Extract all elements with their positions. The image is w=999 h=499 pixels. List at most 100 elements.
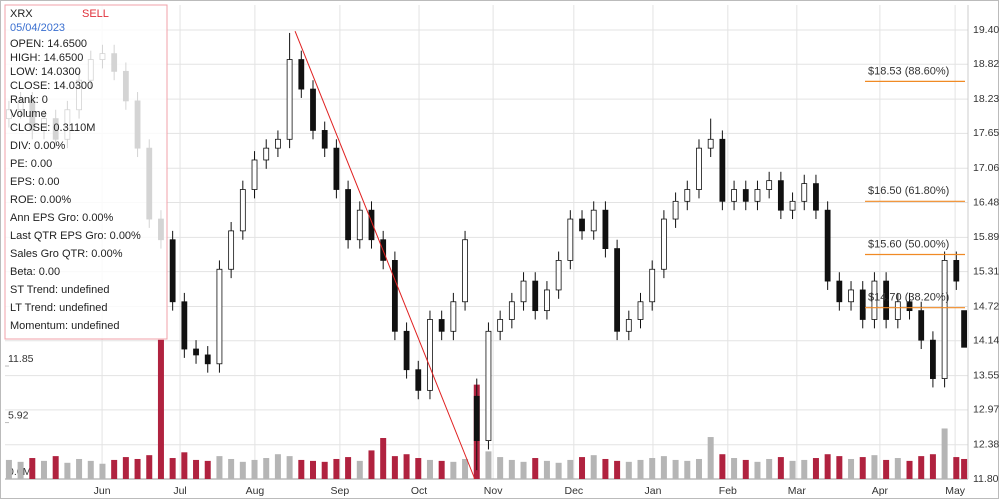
y-tick-label: 11.80 (973, 473, 999, 485)
volume-bar (742, 459, 749, 479)
x-tick-label: Jul (173, 485, 186, 497)
volume-bar (497, 457, 504, 479)
volume-bar (263, 458, 270, 479)
candle-body (579, 218, 585, 232)
volume-bar (391, 456, 398, 479)
x-tick-label: Dec (564, 485, 583, 497)
x-tick-label: Jan (645, 485, 662, 497)
volume-bar (508, 459, 515, 479)
volume-bar (462, 458, 469, 479)
candle-body (497, 319, 504, 332)
volume-bar (859, 457, 866, 479)
info-line: ST Trend: undefined (10, 284, 109, 296)
candle-body (368, 209, 375, 241)
x-tick-label: May (945, 485, 966, 497)
y-tick-label: 18.82 (973, 58, 999, 70)
volume-bar (403, 454, 410, 479)
y-tick-label: 13.55 (973, 369, 999, 381)
y-tick-label: 14.72 (973, 300, 999, 312)
candle-body (286, 59, 293, 140)
candle-body (731, 189, 737, 202)
volume-bar (777, 457, 784, 479)
x-tick-label: Mar (788, 485, 807, 497)
trend-line (294, 30, 476, 480)
volume-bar (134, 458, 141, 479)
info-line: CLOSE: 0.3110M (10, 122, 95, 134)
volume-bar (883, 459, 890, 479)
candle-body (953, 260, 960, 282)
y-tick-label: 12.38 (973, 439, 999, 451)
y-tick-label: 17.65 (973, 127, 999, 139)
y-tick-label: 19.40 (973, 24, 999, 36)
candle-body (356, 209, 363, 241)
volume-bar (906, 460, 913, 479)
candle-body (181, 301, 188, 350)
y-tick-label: 15.89 (973, 231, 999, 243)
candle-body (836, 280, 843, 303)
candle-body (684, 189, 691, 202)
candle-body (707, 138, 714, 149)
y-tick-label: 15.31 (973, 265, 999, 277)
volume-bar (111, 459, 118, 479)
candle-body (719, 138, 726, 202)
volume-bar (87, 460, 94, 479)
candle-body (345, 189, 351, 241)
info-line: DIV: 0.00% (10, 140, 65, 152)
candle-body (216, 268, 223, 365)
volume-bar (953, 457, 960, 479)
candle-body (263, 147, 270, 161)
volume-bar (99, 463, 106, 479)
fib-label: $15.60 (50.00%) (868, 238, 949, 250)
volume-bar (204, 460, 211, 479)
candle-body (544, 289, 550, 312)
volume-bar (239, 461, 246, 479)
candle-body (941, 260, 948, 379)
candle-body (532, 280, 539, 312)
volume-bar (438, 460, 445, 479)
info-line: Rank: 0 (10, 94, 48, 106)
y2-tick-label: 5.92 (8, 409, 29, 421)
volume-bar (485, 451, 492, 479)
x-tick-label: Oct (411, 485, 427, 497)
x-tick-label: Feb (719, 485, 737, 497)
candle-body (310, 88, 316, 131)
info-line: CLOSE: 14.0300 (10, 80, 93, 92)
candle-body (508, 301, 515, 320)
candle-body (298, 59, 305, 90)
volume-bar (961, 458, 968, 479)
info-line: PE: 0.00 (10, 158, 52, 170)
candle-body (742, 189, 749, 202)
volume-bar (801, 459, 808, 479)
volume-bar (684, 460, 691, 479)
volume-bar (836, 456, 843, 479)
volume-bar (251, 459, 258, 479)
candle-body (462, 239, 468, 303)
info-line: Momentum: undefined (10, 320, 119, 332)
volume-bar (929, 454, 936, 479)
candle-body (696, 147, 702, 190)
y-tick-label: 16.48 (973, 196, 999, 208)
candle-body (649, 268, 656, 303)
volume-bar (122, 457, 129, 479)
volume-layer (5, 339, 968, 479)
volume-bar (298, 459, 305, 479)
volume-bar (637, 459, 644, 479)
candle-body (660, 218, 667, 270)
y-tick-label: 18.23 (973, 93, 999, 105)
candle-body (602, 209, 609, 249)
symbol: XRX (10, 8, 33, 20)
volume-bar (766, 458, 773, 479)
volume-bar (579, 457, 586, 479)
info-line: OPEN: 14.6500 (10, 38, 87, 50)
volume-bar (520, 461, 527, 479)
volume-bar (157, 339, 164, 479)
candle-body (275, 138, 281, 149)
volume-bar (941, 428, 948, 479)
volume-bar (695, 458, 702, 479)
volume-bar (672, 459, 679, 479)
candle-body (625, 319, 632, 332)
candle-body (801, 183, 808, 202)
candle-body (813, 183, 819, 211)
volume-bar (660, 456, 667, 479)
volume-bar (812, 458, 819, 479)
